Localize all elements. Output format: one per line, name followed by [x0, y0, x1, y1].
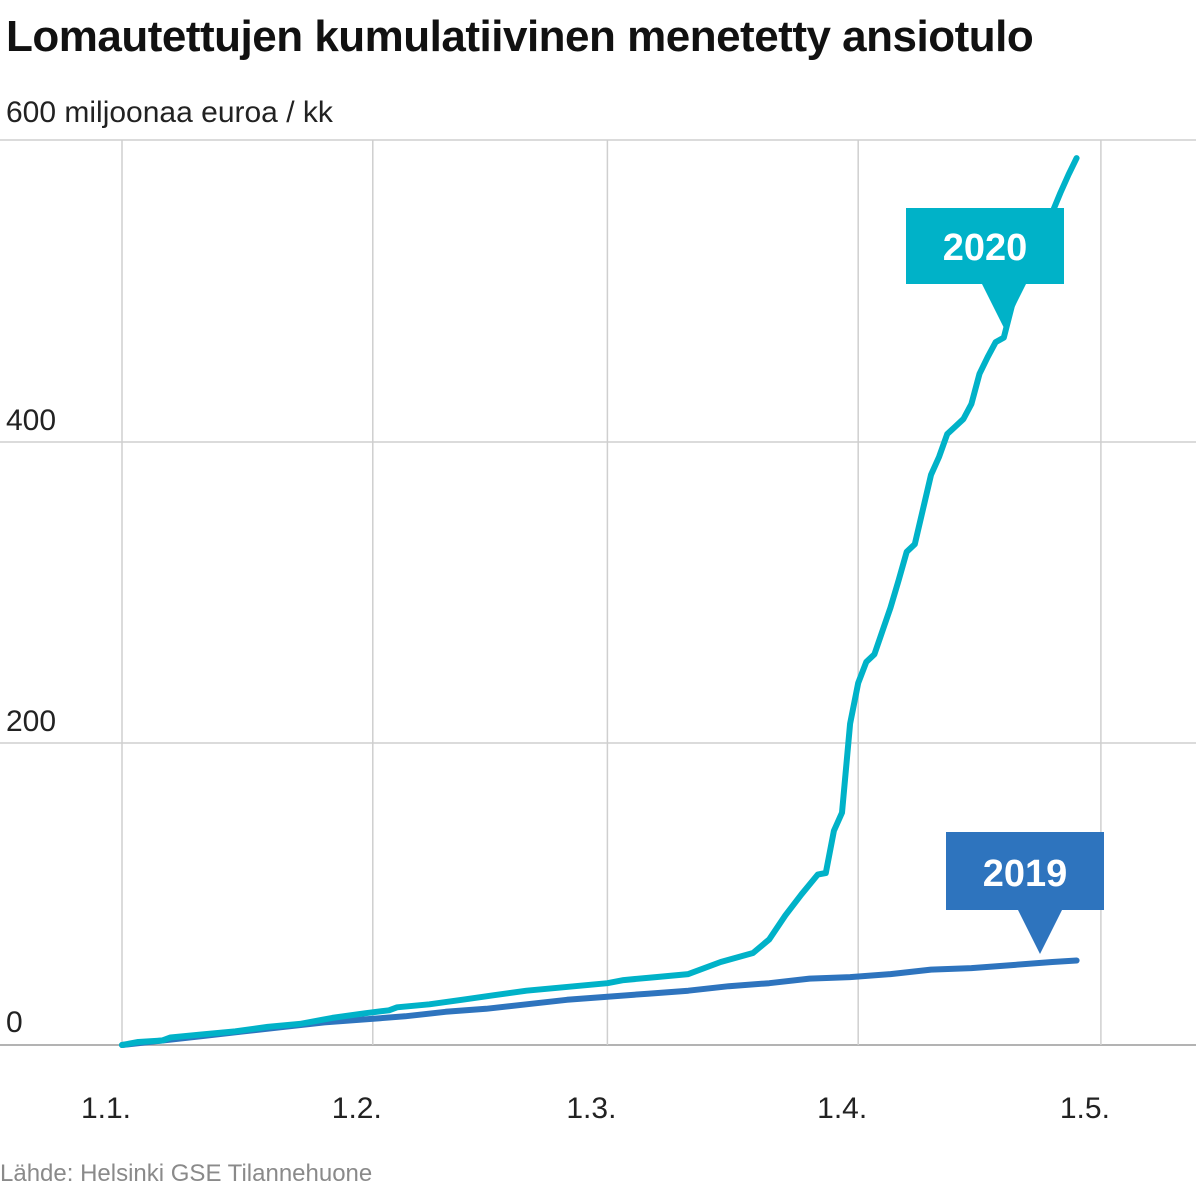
x-tick-label-mar: 1.3. [566, 1092, 616, 1125]
horizontal-gridlines [0, 139, 1196, 1046]
x-tick-labels: 1.1. 1.2. 1.3. 1.4. 1.5. [81, 1092, 1110, 1125]
callout-2020-label: 2020 [943, 227, 1028, 269]
y-tick-label-0: 0 [6, 1006, 23, 1039]
x-tick-label-apr: 1.4. [817, 1092, 867, 1125]
y-tick-label-200: 200 [6, 705, 56, 738]
callout-2020-box [906, 208, 1064, 328]
series-line-2019 [119, 957, 1080, 1048]
y-axis-unit-label: 600 miljoonaa euroa / kk [6, 96, 333, 129]
callout-2020: 2020 [906, 208, 1064, 328]
line-chart: 400 200 0 1.1. 1.2. 1.3. 1.4. 1.5. 2020 … [0, 139, 1196, 1125]
source-note: Lähde: Helsinki GSE Tilannehuone [0, 1160, 373, 1187]
callout-2019-box [946, 832, 1104, 954]
callout-2019: 2019 [946, 832, 1104, 954]
chart-title: Lomautettujen kumulatiivinen menetetty a… [6, 12, 1034, 61]
y-tick-label-400: 400 [6, 404, 56, 437]
x-tick-label-may: 1.5. [1060, 1092, 1110, 1125]
series-line-2020 [119, 155, 1080, 1048]
x-tick-label-jan: 1.1. [81, 1092, 131, 1125]
y-tick-labels: 400 200 0 [6, 404, 56, 1039]
callout-2019-label: 2019 [983, 853, 1068, 895]
x-tick-label-feb: 1.2. [332, 1092, 382, 1125]
